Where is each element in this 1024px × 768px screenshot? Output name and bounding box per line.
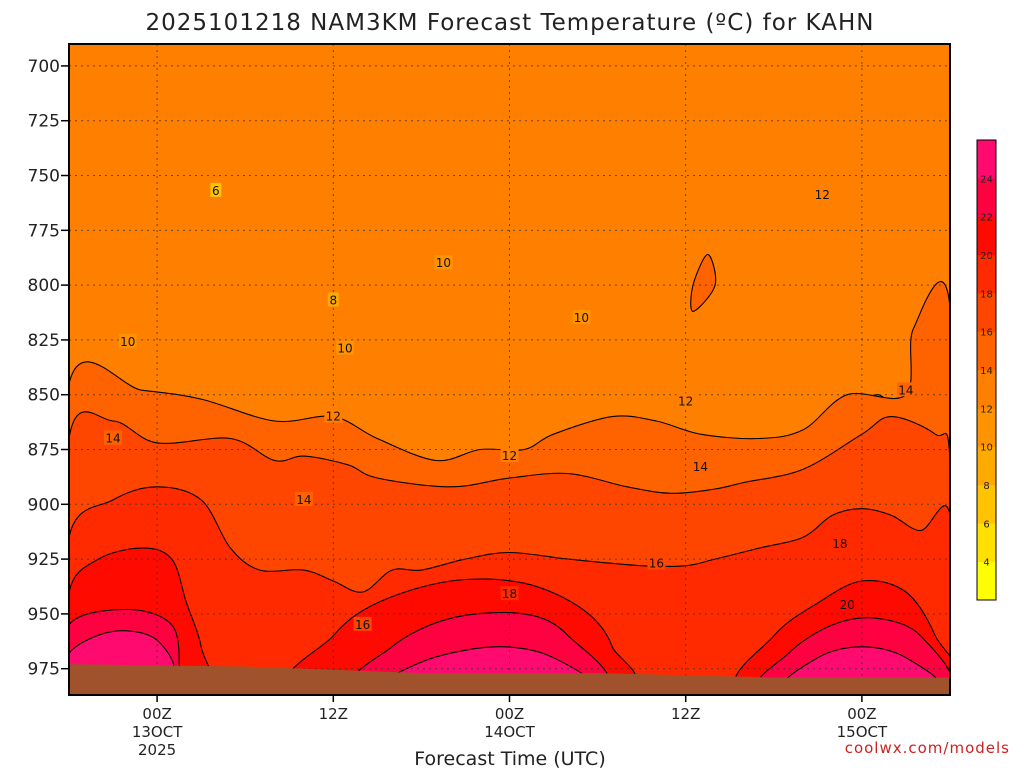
colorbar-band-0 — [977, 561, 996, 601]
colorbar-label-20: 20 — [980, 251, 993, 262]
contour-label-bg-7 — [500, 448, 519, 463]
colorbar-frame — [976, 139, 997, 601]
contour-label-9: 12 — [815, 188, 830, 202]
y-tick-label-875: 875 — [28, 441, 60, 461]
contour-label-15: 16 — [649, 556, 664, 570]
x-tick-label-0-2: 2025 — [138, 741, 176, 759]
contour-label-bg-11 — [294, 491, 313, 506]
contour-label-16: 18 — [502, 587, 517, 601]
contour-label-bg-1 — [327, 292, 339, 307]
y-tick-label-725: 725 — [28, 112, 60, 132]
colorbar-label-16: 16 — [980, 328, 993, 339]
contour-label-18: 20 — [840, 598, 855, 612]
contour-label-5: 10 — [574, 311, 589, 325]
x-tick-label-36-0: 12Z — [671, 705, 700, 723]
colorbar-label-24: 24 — [980, 174, 993, 185]
contour-label-bg-14 — [353, 616, 372, 631]
y-tick-label-850: 850 — [28, 386, 60, 406]
terrain-surface — [69, 664, 950, 695]
colorbar-label-14: 14 — [980, 366, 993, 377]
contour-label-bg-10 — [104, 430, 123, 445]
colorbar-label-6: 6 — [983, 519, 989, 530]
x-tick-label-48-0: 00Z — [847, 705, 876, 723]
colorbar-label-12: 12 — [980, 404, 993, 415]
contour-label-1: 8 — [329, 293, 337, 307]
y-tick-label-950: 950 — [28, 605, 60, 625]
contour-label-2: 10 — [120, 335, 135, 349]
colorbar-label-18: 18 — [980, 289, 993, 300]
contour-label-bg-0 — [210, 182, 222, 197]
contour-label-4: 10 — [436, 256, 451, 270]
x-axis-label: Forecast Time (UTC) — [414, 748, 605, 768]
x-tick-label-0-0: 00Z — [142, 705, 171, 723]
contour-label-7: 12 — [502, 449, 517, 463]
colorbar-band-11 — [977, 140, 996, 179]
colorbar-band-6 — [977, 331, 996, 371]
colorbar-label-22: 22 — [980, 213, 993, 224]
contour-labels: 6 8 10 10 10 10 12 12 12 12 14 14 14 14 16 16 18 18 20 — [104, 182, 915, 632]
colorbar-label-4: 4 — [983, 558, 989, 569]
colorbar-band-10 — [977, 178, 996, 217]
contour-label-10: 14 — [105, 432, 120, 446]
temperature-contour-regions — [69, 44, 950, 695]
contour-label-bg-17 — [830, 535, 849, 550]
contour-label-12: 14 — [693, 460, 708, 474]
contour-label-11: 14 — [296, 493, 311, 507]
colorbar-label-10: 10 — [980, 443, 993, 454]
contour-label-bg-18 — [838, 597, 857, 612]
credit-link[interactable]: coolwx.com/models — [845, 739, 1010, 757]
x-tick-label-48-1: 15OCT — [837, 723, 888, 741]
x-tick-label-24-0: 00Z — [495, 705, 524, 723]
y-tick-label-800: 800 — [28, 276, 60, 296]
y-tick-label-775: 775 — [28, 221, 60, 241]
x-tick-label-24-1: 14OCT — [484, 723, 535, 741]
y-tick-label-750: 750 — [28, 167, 60, 187]
colorbar: 4 6 8 10 12 14 16 18 20 22 24 — [976, 139, 997, 601]
contour-label-8: 12 — [678, 394, 693, 408]
contour-label-17: 18 — [832, 537, 847, 551]
colorbar-band-1 — [977, 523, 996, 562]
contour-label-bg-9 — [813, 187, 832, 202]
contour-label-bg-15 — [647, 555, 666, 570]
contour-label-14: 16 — [355, 618, 370, 632]
contour-label-bg-2 — [118, 334, 137, 349]
contour-label-bg-5 — [572, 309, 591, 324]
contour-region-14c-8 — [690, 253, 717, 312]
contour-label-bg-4 — [434, 255, 453, 270]
contour-label-bg-3 — [336, 340, 355, 355]
contour-label-6: 12 — [326, 410, 341, 424]
colorbar-band-2 — [977, 485, 996, 524]
colorbar-label-8: 8 — [983, 481, 989, 492]
contour-label-bg-6 — [324, 408, 343, 423]
y-tick-label-975: 975 — [28, 660, 60, 680]
gridlines — [69, 44, 950, 695]
y-axis: 700 725 750 775 800 825 850 875 900 925 950 975 — [28, 57, 69, 680]
x-tick-label-0-1: 13OCT — [132, 723, 183, 741]
colorbar-band-9 — [977, 216, 996, 256]
y-tick-label-925: 925 — [28, 550, 60, 570]
y-tick-label-825: 825 — [28, 331, 60, 351]
colorbar-band-4 — [977, 408, 996, 447]
chart-title: 2025101218 NAM3KM Forecast Temperature (… — [146, 10, 875, 36]
colorbar-band-7 — [977, 293, 996, 332]
contour-label-0: 6 — [212, 184, 220, 198]
plot-area: 6 8 10 10 10 10 12 12 12 12 14 14 14 14 16 16 18 18 20 — [69, 44, 950, 695]
contour-label-bg-8 — [676, 393, 695, 408]
contour-label-13: 14 — [898, 383, 913, 397]
colorbar-band-8 — [977, 255, 996, 294]
colorbar-band-3 — [977, 446, 996, 486]
y-tick-label-900: 900 — [28, 495, 60, 515]
contour-label-bg-12 — [691, 459, 710, 474]
contour-label-3: 10 — [337, 342, 352, 356]
colorbar-band-5 — [977, 370, 996, 409]
contour-label-bg-13 — [896, 382, 915, 397]
contour-label-bg-16 — [500, 586, 519, 601]
x-tick-label-12-0: 12Z — [319, 705, 348, 723]
y-tick-label-700: 700 — [28, 57, 60, 77]
